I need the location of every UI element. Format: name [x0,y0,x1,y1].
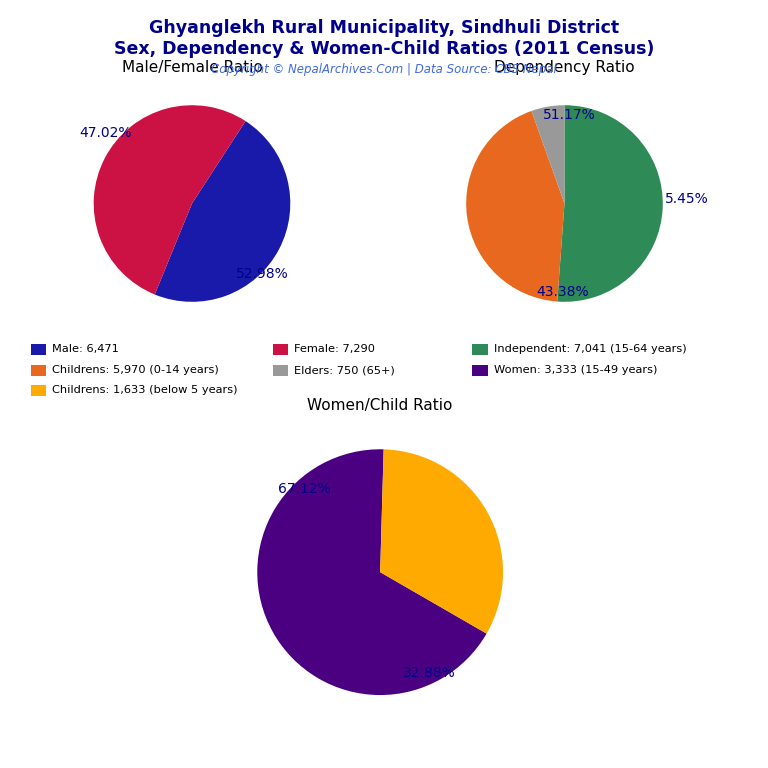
Title: Women/Child Ratio: Women/Child Ratio [307,399,453,413]
Text: Sex, Dependency & Women-Child Ratios (2011 Census): Sex, Dependency & Women-Child Ratios (20… [114,40,654,58]
Wedge shape [558,105,663,302]
Wedge shape [94,105,246,294]
Wedge shape [257,449,487,695]
Text: Ghyanglekh Rural Municipality, Sindhuli District: Ghyanglekh Rural Municipality, Sindhuli … [149,19,619,37]
Text: Childrens: 1,633 (below 5 years): Childrens: 1,633 (below 5 years) [52,385,238,396]
Title: Male/Female Ratio: Male/Female Ratio [121,61,263,75]
Text: 5.45%: 5.45% [665,191,709,206]
Text: 43.38%: 43.38% [536,285,589,299]
Text: Women: 3,333 (15-49 years): Women: 3,333 (15-49 years) [494,365,657,376]
Text: Childrens: 5,970 (0-14 years): Childrens: 5,970 (0-14 years) [52,365,219,376]
Text: Elders: 750 (65+): Elders: 750 (65+) [294,365,395,376]
Text: Copyright © NepalArchives.Com | Data Source: CBS Nepal: Copyright © NepalArchives.Com | Data Sou… [211,63,557,76]
Wedge shape [466,111,564,302]
Text: Independent: 7,041 (15-64 years): Independent: 7,041 (15-64 years) [494,344,687,355]
Text: 32.88%: 32.88% [403,666,455,680]
Text: Female: 7,290: Female: 7,290 [294,344,375,355]
Text: 52.98%: 52.98% [237,267,290,281]
Text: 67.12%: 67.12% [277,482,330,495]
Title: Dependency Ratio: Dependency Ratio [494,61,635,75]
Wedge shape [154,121,290,302]
Wedge shape [531,105,564,204]
Text: 47.02%: 47.02% [79,126,132,140]
Text: Male: 6,471: Male: 6,471 [52,344,119,355]
Wedge shape [380,449,503,634]
Text: 51.17%: 51.17% [543,108,596,122]
